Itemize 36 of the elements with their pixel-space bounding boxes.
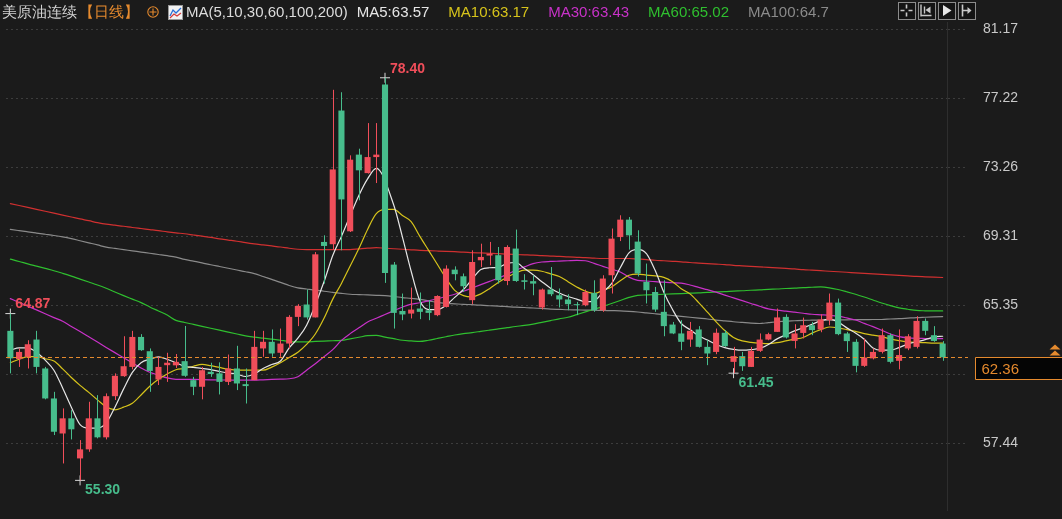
candlestick (852, 338, 859, 373)
candlestick (216, 361, 223, 395)
data-label: 78.40 (390, 59, 426, 76)
candlestick (94, 394, 101, 439)
y-tick-label: 65.35 (982, 296, 1019, 313)
data-label: 55.30 (85, 481, 121, 498)
point (74, 474, 86, 486)
point (379, 72, 391, 84)
chart-subtitle: 【日线】 (79, 2, 139, 22)
y-tick-label: 73.26 (982, 158, 1019, 175)
y-tick-label: 57.44 (982, 433, 1019, 450)
line-series (9, 208, 944, 411)
point (728, 367, 740, 379)
candlestick (521, 273, 528, 291)
text: MA10:63.17 (448, 2, 530, 22)
text: MA30:63.43 (548, 2, 630, 22)
candlestick (791, 323, 798, 349)
candlestick (765, 332, 772, 341)
ref-line-label: 62.36 (981, 359, 1020, 377)
candlestick (277, 328, 284, 358)
candlestick (155, 356, 162, 386)
candlestick (425, 299, 432, 321)
text: MA60:65.02 (648, 2, 729, 22)
candlestick (530, 274, 537, 296)
chart-title: 美原油连续 (2, 2, 77, 22)
data-label: 61.45 (738, 374, 774, 391)
y-tick-label: 77.22 (982, 89, 1019, 106)
candlestick (913, 315, 920, 349)
line-series (9, 203, 944, 279)
text: MA100:64.7 (748, 2, 829, 22)
candlestick (33, 330, 40, 374)
y-tick-label: 81.17 (982, 20, 1019, 37)
text: MA5:63.57 (356, 2, 430, 22)
candlestick (486, 241, 493, 266)
legend-title: MA(5,10,30,60,100,200) (186, 2, 348, 22)
y-tick-label: 69.31 (982, 227, 1019, 244)
